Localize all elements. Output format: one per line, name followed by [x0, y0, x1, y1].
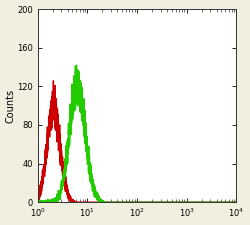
Y-axis label: Counts: Counts — [6, 89, 16, 123]
